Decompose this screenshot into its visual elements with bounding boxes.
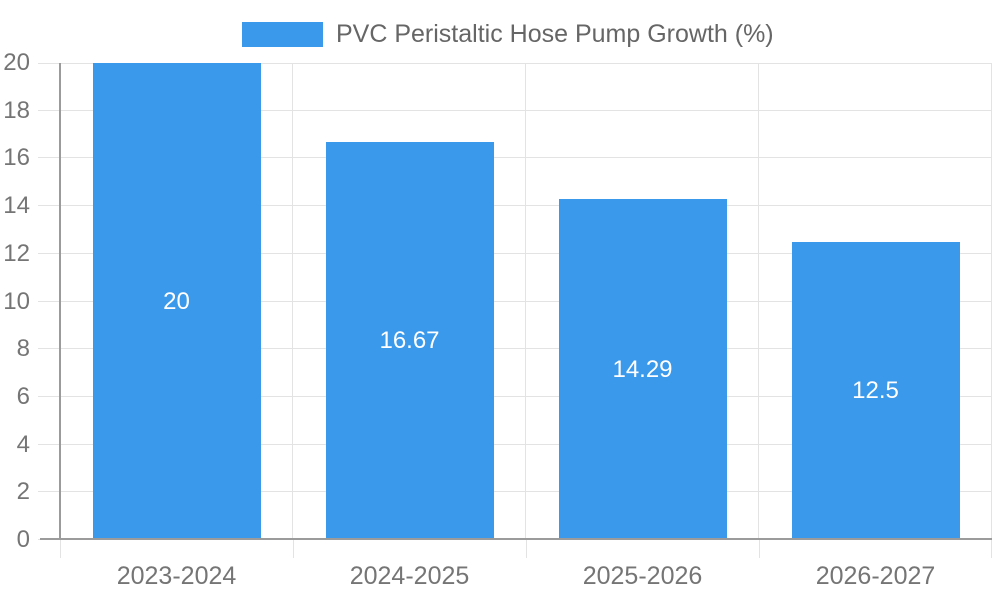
x-tick	[60, 540, 61, 558]
y-gridline	[60, 109, 992, 111]
y-gridline	[60, 205, 992, 207]
y-gridline	[60, 443, 992, 445]
plot-area: 0 2 4 6 8 10 12 14 16 18 20 20 2023-2024 16.67 2024-20…	[3, 50, 992, 590]
bar-value-label: 12.5	[852, 376, 899, 404]
y-tick	[38, 63, 60, 64]
x-tick-label: 2023-2024	[116, 562, 237, 590]
x-tick	[293, 540, 294, 558]
y-tick	[38, 348, 60, 350]
bar-value-label: 16.67	[379, 327, 440, 355]
x-tick	[991, 540, 992, 558]
x-axis-line	[40, 538, 992, 540]
y-gridline	[60, 252, 992, 254]
y-tick	[38, 491, 60, 493]
y-tick-label: 10	[3, 287, 30, 315]
y-gridline	[60, 157, 992, 159]
y-tick-label: 14	[3, 192, 30, 220]
bar-value-label: 20	[163, 287, 190, 315]
y-tick	[38, 157, 60, 159]
x-gridline	[991, 63, 992, 540]
y-tick-label: 0	[16, 526, 30, 553]
y-gridline	[60, 63, 992, 64]
y-tick-label: 16	[3, 144, 30, 172]
legend: PVC Peristaltic Hose Pump Growth (%)	[242, 20, 774, 49]
x-tick-label: 2024-2025	[349, 562, 470, 590]
x-tick	[526, 540, 527, 558]
y-tick-label: 12	[3, 239, 30, 267]
bar-value-label: 14.29	[612, 355, 673, 383]
x-tick	[759, 540, 760, 558]
x-tick-label: 2025-2026	[582, 562, 703, 590]
y-tick	[38, 300, 60, 302]
y-gridline	[60, 300, 992, 302]
y-tick-label: 2	[16, 478, 30, 506]
bar	[558, 199, 727, 540]
y-tick-label: 8	[16, 335, 30, 363]
legend-swatch	[242, 22, 323, 47]
y-tick-label: 18	[3, 96, 30, 124]
y-tick-label: 4	[16, 430, 30, 458]
y-axis-line	[59, 63, 61, 540]
x-gridline	[292, 63, 293, 540]
legend-label: PVC Peristaltic Hose Pump Growth (%)	[336, 20, 774, 48]
x-gridline	[758, 63, 759, 540]
y-tick	[38, 205, 60, 207]
y-tick	[38, 443, 60, 445]
y-tick	[38, 109, 60, 111]
bar	[92, 63, 261, 540]
y-tick	[38, 395, 60, 397]
y-gridline	[60, 491, 992, 493]
bar	[791, 241, 960, 540]
y-gridline	[60, 348, 992, 350]
x-tick-label: 2026-2027	[815, 562, 936, 590]
y-tick-label: 6	[16, 382, 30, 410]
x-gridline	[525, 63, 526, 540]
y-tick	[38, 252, 60, 254]
y-gridline	[60, 395, 992, 397]
y-tick-label: 20	[3, 49, 30, 76]
bar	[325, 142, 494, 540]
